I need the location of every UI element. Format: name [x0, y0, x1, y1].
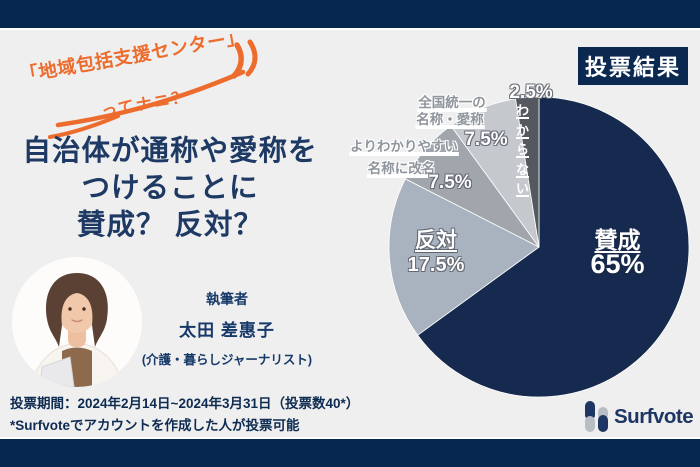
pct-sansei: 65% — [590, 249, 645, 279]
title-line-1: 自治体が通称や愛称を — [22, 135, 318, 167]
title-line-3: 賛成？ 反対？ — [77, 209, 263, 241]
label-yori-line1: よりわかりやすい — [350, 139, 458, 154]
author-block: 執筆者 太田 差惠子 (介護・暮らしジャーナリスト) — [127, 289, 327, 368]
vote-result-badge: 投票結果 — [578, 47, 688, 85]
pie-slice — [388, 178, 540, 336]
pct-wakaranai: 2.5% — [509, 82, 553, 103]
author-description: (介護・暮らしジャーナリスト) — [141, 353, 313, 367]
top-bar — [0, 0, 700, 30]
surfvote-logo: Surfvote — [585, 401, 694, 433]
pct-zenkoku: 7.5% — [464, 129, 508, 150]
author-avatar — [12, 257, 142, 387]
author-name: 太田 差惠子 — [179, 321, 275, 340]
poll-note-text: *Surfvoteでアカウントを作成した人が投票可能 — [10, 418, 300, 433]
swoosh-decoration-icon — [48, 39, 258, 139]
bottom-bar — [0, 437, 700, 467]
label-sansei: 賛成 — [594, 227, 641, 253]
pie-slice — [515, 96, 540, 248]
title-line-2: つけることに — [81, 172, 259, 204]
pie-slice — [417, 96, 690, 398]
surfvote-logo-icon — [585, 401, 608, 432]
surfvote-logo-text: Surfvote — [614, 405, 694, 428]
poll-question-title: 自治体が通称や愛称を つけることに 賛成？ 反対？ — [8, 133, 332, 244]
label-zenkoku-line1: 全国統一の — [418, 95, 486, 110]
pie-chart — [379, 87, 699, 407]
label-wakaranai-vertical: わからない — [515, 103, 529, 196]
pct-hantai: 17.5% — [407, 254, 465, 276]
poll-period-text: 投票期間：2024年2月14日~2024年3月31日（投票数40*） — [10, 396, 360, 411]
label-hantai: 反対 — [415, 229, 457, 252]
label-yori-line2: 名称に改名 — [367, 161, 436, 176]
label-zenkoku-line2: 名称・愛称 — [416, 112, 484, 127]
pct-yori: 7.5% — [428, 172, 472, 193]
author-role: 執筆者 — [206, 291, 248, 307]
